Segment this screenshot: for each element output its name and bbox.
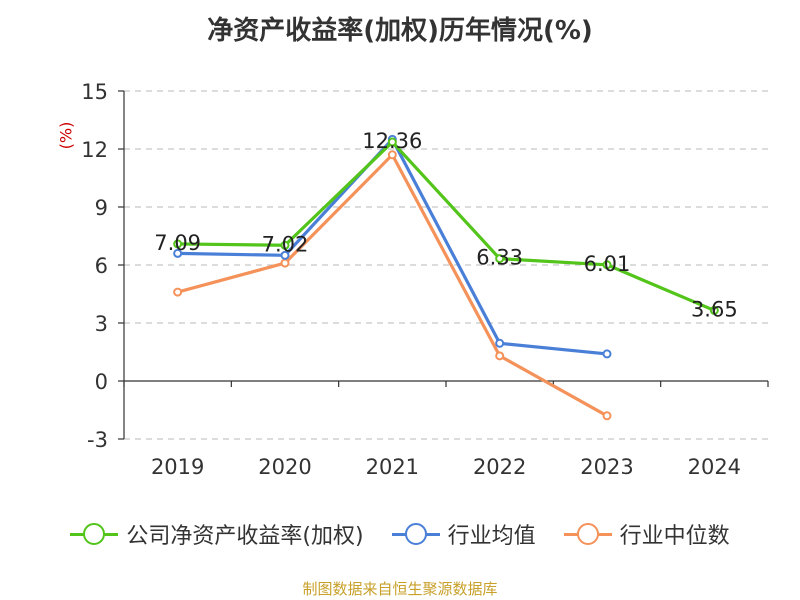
legend: 公司净资产收益率(加权) 行业均值 行业中位数: [0, 518, 800, 550]
y-tick-label: 3: [95, 312, 108, 336]
legend-item[interactable]: 行业中位数: [563, 518, 730, 550]
y-tick-label: 9: [95, 196, 108, 220]
data-label: 3.65: [691, 297, 738, 321]
series-line: [177, 153, 608, 418]
data-point: [495, 351, 505, 361]
x-tick-label: 2023: [580, 455, 633, 479]
data-label: 12.36: [362, 129, 422, 153]
chart-title: 净资产收益率(加权)历年情况(%): [207, 16, 593, 46]
y-tick-label: 0: [95, 370, 108, 394]
data-label: 7.02: [262, 232, 309, 256]
data-label: 7.09: [154, 231, 201, 255]
data-point: [280, 240, 290, 250]
data-point: [495, 338, 505, 348]
y-tick-label: 6: [95, 254, 108, 278]
legend-label: 行业均值: [447, 524, 536, 549]
legend-swatch-icon: [70, 523, 119, 545]
data-label: 6.01: [584, 252, 631, 276]
legend-swatch-icon: [563, 523, 612, 545]
data-point: [173, 287, 183, 297]
data-point: [602, 411, 612, 421]
legend-item[interactable]: 公司净资产收益率(加权): [70, 518, 364, 550]
x-tick-label: 2022: [473, 455, 526, 479]
data-source-note: 制图数据来自恒生聚源数据库: [302, 580, 498, 598]
data-point: [495, 254, 505, 264]
data-point: [602, 260, 612, 270]
y-tick-label: 12: [81, 138, 108, 162]
x-tick-label: 2019: [151, 455, 204, 479]
y-tick-label: -3: [87, 428, 108, 452]
legend-label: 行业中位数: [619, 524, 730, 549]
data-point: [387, 137, 397, 147]
legend-label: 公司净资产收益率(加权): [126, 524, 364, 549]
x-tick-label: 2024: [688, 455, 741, 479]
data-point: [709, 305, 719, 315]
data-point: [387, 150, 397, 160]
series-line: [177, 137, 608, 356]
x-tick-label: 2021: [366, 455, 419, 479]
data-label: 6.33: [476, 246, 523, 270]
y-tick-label: 15: [81, 80, 108, 104]
legend-swatch-icon: [391, 523, 440, 545]
x-tick-label: 2020: [258, 455, 311, 479]
data-point: [280, 250, 290, 260]
data-point: [280, 258, 290, 268]
data-point: [173, 248, 183, 258]
data-point: [173, 239, 183, 249]
series-line: [177, 140, 715, 312]
data-point: [602, 349, 612, 359]
legend-item[interactable]: 行业均值: [391, 518, 536, 550]
